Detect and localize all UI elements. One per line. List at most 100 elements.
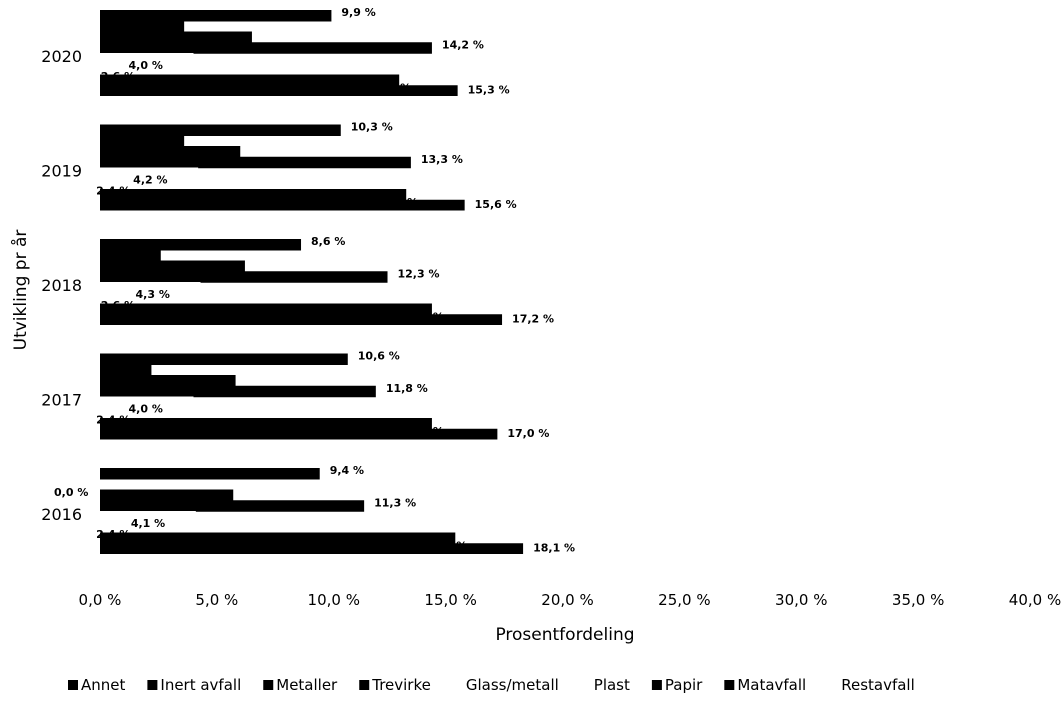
data-label: 9,4 % — [330, 464, 364, 477]
data-label: 14,2 % — [402, 425, 444, 438]
legend-label: Restavfall — [841, 676, 915, 694]
bar-papir-2017 — [100, 418, 432, 430]
data-label: 17,2 % — [512, 312, 554, 325]
bar-papir-2019 — [100, 189, 407, 201]
bar-plast-2020 — [100, 63, 161, 76]
bar-annet-2016 — [100, 468, 320, 480]
bar-metaller-2018 — [100, 260, 245, 272]
bar-inert-avfall-2018 — [100, 249, 161, 262]
bar-trevirke-2018 — [100, 271, 388, 283]
data-label: 4,2 % — [133, 174, 167, 187]
x-tick-label: 20,0 % — [541, 591, 593, 609]
bar-matavfall-2018 — [100, 314, 503, 326]
bar-trevirke-2019 — [100, 156, 411, 169]
bar-plast-2018 — [100, 292, 161, 305]
legend-label: Inert avfall — [160, 676, 241, 694]
data-label: 6,0 % — [196, 153, 230, 166]
data-label: 4,0 % — [129, 59, 163, 72]
data-label: 6,2 % — [201, 268, 235, 281]
bar-papir-2018 — [100, 303, 432, 315]
bar-metaller-2020 — [100, 31, 252, 43]
bar-restavfall-2020 — [100, 96, 825, 108]
legend-label: Trevirke — [371, 676, 431, 694]
bars-layer — [100, 10, 891, 566]
bar-restavfall-2019 — [100, 210, 837, 222]
data-label: 2,4 % — [96, 528, 130, 541]
legend-swatch — [828, 680, 839, 690]
data-label: 5,8 % — [192, 382, 226, 395]
data-label: 10,6 % — [358, 350, 400, 363]
data-label: 12,8 % — [369, 82, 411, 95]
data-label: 2,4 % — [96, 184, 130, 197]
bar-glass-metall-2016 — [100, 511, 196, 523]
x-tick-label: 30,0 % — [775, 591, 827, 609]
y-category-label: 2016 — [41, 505, 82, 524]
legend-label: Metaller — [276, 676, 338, 694]
data-label: 4,0 % — [129, 403, 163, 416]
legend-swatch — [147, 680, 158, 690]
data-label: 4,3 % — [136, 288, 170, 301]
bar-restavfall-2017 — [100, 439, 848, 451]
bar-papir-2020 — [100, 74, 400, 86]
data-label: 12,3 % — [398, 267, 440, 280]
legend-swatch — [68, 680, 78, 690]
legend-swatch — [263, 680, 274, 690]
bar-metaller-2017 — [100, 375, 236, 387]
bar-plast-2017 — [100, 407, 157, 419]
y-category-labels: 2020 2019 2018 2017 2016 — [41, 47, 82, 524]
data-label: 11,3 % — [374, 496, 416, 509]
data-label: 5,7 % — [189, 497, 223, 510]
bar-trevirke-2020 — [100, 42, 432, 54]
bar-annet-2020 — [100, 10, 332, 22]
legend-label: Plast — [594, 676, 630, 694]
y-category-label: 2018 — [41, 276, 82, 295]
legend-swatch — [580, 680, 591, 690]
bar-inert-avfall-2017 — [100, 364, 152, 376]
legend-label: Matavfall — [737, 676, 806, 694]
bar-annet-2017 — [100, 353, 348, 365]
x-tick-label: 40,0 % — [1009, 591, 1061, 609]
x-tick-label: 5,0 % — [195, 591, 238, 609]
data-label: 17,0 % — [507, 427, 549, 440]
bar-plast-2016 — [100, 521, 157, 534]
x-axis-title: Prosentfordeling — [495, 625, 634, 645]
legend-label: Annet — [81, 676, 126, 694]
legend-label: Glass/metall — [466, 676, 559, 694]
bar-glass-metall-2017 — [100, 396, 194, 408]
bar-restavfall-2018 — [100, 325, 846, 337]
bar-annet-2019 — [100, 124, 341, 136]
bar-metaller-2019 — [100, 146, 241, 158]
bar-glass-metall-2020 — [100, 53, 194, 65]
bar-matavfall-2019 — [100, 199, 465, 212]
bar-papir-2016 — [100, 532, 456, 544]
data-label: 15,3 % — [468, 83, 510, 96]
data-label: 2,6 % — [101, 299, 135, 312]
data-label: 4,1 % — [131, 517, 165, 530]
data-label: 11,8 % — [386, 382, 428, 395]
y-category-label: 2020 — [41, 47, 82, 66]
data-label: 18,1 % — [533, 541, 575, 554]
data-labels-layer: 9,9 %3,6 %6,5 % 14,2 %4,0 %2,6 %12,8 % 15,… — [54, 6, 575, 554]
data-label: 2,6 % — [115, 257, 149, 270]
bar-restavfall-2016 — [100, 554, 891, 566]
bar-matavfall-2016 — [100, 543, 524, 555]
data-label: 14,2 % — [402, 311, 444, 324]
data-label: 2,6 % — [101, 70, 135, 83]
data-label: 0,0 % — [54, 486, 88, 499]
data-label: 13,3 % — [421, 153, 463, 166]
data-label: 9,9 % — [341, 6, 375, 19]
bar-plast-2019 — [100, 178, 157, 190]
bar-matavfall-2017 — [100, 428, 498, 441]
legend-swatch — [651, 680, 662, 690]
bar-trevirke-2017 — [100, 385, 376, 398]
bar-inert-avfall-2020 — [100, 20, 185, 33]
legend: Annet Inert avfall Metaller Trevirke Glass/m… — [68, 676, 915, 694]
legend-swatch — [724, 680, 735, 690]
bar-annet-2018 — [100, 239, 302, 251]
bar-matavfall-2020 — [100, 85, 458, 97]
legend-swatch — [452, 680, 463, 690]
bar-inert-avfall-2019 — [100, 135, 185, 147]
data-label: 8,6 % — [311, 235, 345, 248]
